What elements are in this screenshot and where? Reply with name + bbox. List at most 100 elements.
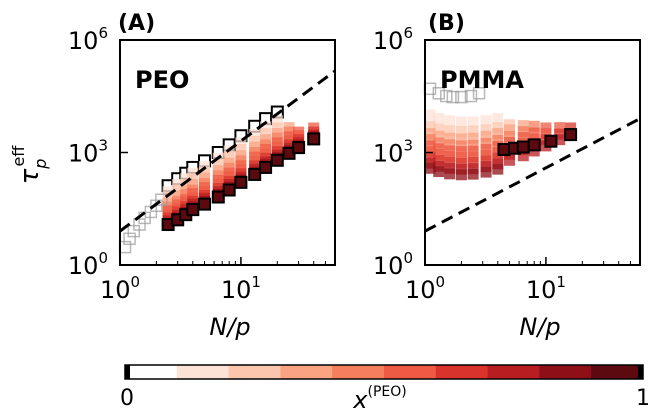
panel-b-marker xyxy=(540,122,552,134)
panel-a-reference-line xyxy=(119,69,336,233)
panel-b-marker xyxy=(455,116,467,128)
colorbar-label: x(PEO) xyxy=(352,384,406,414)
panel-b-marker xyxy=(492,128,504,140)
panel-a-marker xyxy=(180,173,192,185)
panel-b-marker xyxy=(433,149,445,161)
panel-a-marker xyxy=(186,203,200,217)
panel-b-marker xyxy=(492,134,504,146)
panel-a-marker xyxy=(199,166,211,178)
panel-a-marker xyxy=(234,175,248,189)
panel-b-marker xyxy=(444,145,456,157)
colorbar-tick-min: 0 xyxy=(120,386,134,411)
panel-b: 100 101 100 103 106 (B) PMMA N/p xyxy=(373,11,641,341)
panel-b-marker xyxy=(424,120,436,132)
panel-a-marker xyxy=(123,232,136,246)
panel-b-marker xyxy=(446,90,460,104)
panel-a-label: (A) xyxy=(118,11,155,36)
panel-a-ytick-label: 100 xyxy=(68,249,108,280)
panel-b-marker xyxy=(504,130,516,142)
panel-b-marker xyxy=(492,122,504,134)
colorbar-segment xyxy=(435,365,489,379)
panel-b-marker xyxy=(544,134,558,148)
panel-b-marker xyxy=(504,124,516,136)
panel-b-marker xyxy=(424,134,436,146)
panel-b-marker xyxy=(433,143,445,155)
panel-b-marker xyxy=(424,109,436,121)
panel-b-marker xyxy=(528,127,540,139)
panel-b-xlabel: N/p xyxy=(519,313,560,341)
colorbar-segments xyxy=(125,365,644,379)
panel-a-marker xyxy=(235,137,247,149)
panel-b-marker xyxy=(432,87,446,100)
panel-b-marker xyxy=(424,162,436,174)
panel-b-marker xyxy=(455,133,467,145)
panel-b-reference-line xyxy=(424,117,641,233)
panel-b-marker xyxy=(440,89,453,103)
panel-b-marker xyxy=(492,152,504,164)
panel-b-marker xyxy=(464,89,478,103)
panel-b-marker xyxy=(467,168,479,180)
panel-b-marker xyxy=(480,155,492,167)
panel-a-marker xyxy=(307,132,321,146)
colorbar-end-cap xyxy=(125,365,130,379)
panel-b-marker xyxy=(455,169,467,181)
panel-b-marker xyxy=(527,138,541,152)
panel-b-ytick-label: 106 xyxy=(373,24,413,55)
panel-a-marker xyxy=(270,153,284,167)
panel-b-marker xyxy=(467,125,479,137)
colorbar-segment xyxy=(487,365,540,379)
panel-b-marker xyxy=(455,146,467,158)
panel-b-marker xyxy=(455,163,467,175)
panel-a-marker xyxy=(155,193,168,206)
panel-b-marker xyxy=(444,115,456,127)
panel-a-marker xyxy=(211,190,225,204)
colorbar-segment xyxy=(228,365,281,379)
colorbar-segment xyxy=(332,365,385,379)
panel-b-marker xyxy=(480,149,492,161)
panel-b-marker xyxy=(480,137,492,149)
panel-b-marker xyxy=(455,90,468,104)
panel-b-marks xyxy=(423,82,641,233)
panel-b-marker xyxy=(467,132,479,144)
panel-a-marker xyxy=(187,173,199,185)
panel-a: 100 101 100 103 106 (A) PEO N/p τpeff xyxy=(9,11,336,341)
panel-b-marker xyxy=(492,163,504,175)
panel-b-marker xyxy=(455,126,467,138)
panel-b-title: PMMA xyxy=(440,66,524,94)
panel-a-marker xyxy=(118,240,132,254)
panel-b-marker xyxy=(472,87,486,100)
panel-b-marker xyxy=(492,113,504,125)
panel-a-marker xyxy=(212,158,224,170)
panel-b-marker xyxy=(424,128,436,140)
panel-b-marker xyxy=(565,122,577,134)
panel-b-marker xyxy=(424,151,436,163)
panel-b-marker xyxy=(517,150,529,162)
panel-b-marker xyxy=(480,144,492,156)
colorbar-segment xyxy=(591,365,644,379)
panel-b-marker xyxy=(444,156,456,168)
panel-a-marker xyxy=(249,129,261,141)
colorbar-segment xyxy=(176,365,230,379)
panel-b-marker xyxy=(444,168,456,180)
panel-a-ytick-label: 103 xyxy=(68,137,108,168)
panel-b-marker xyxy=(433,130,445,142)
panel-b-marker xyxy=(540,128,552,140)
panel-b-marker xyxy=(444,125,456,137)
panel-a-ticks: 100 101 100 103 106 xyxy=(68,24,336,304)
panel-b-marker xyxy=(480,124,492,136)
panel-b-marker xyxy=(517,132,529,144)
colorbar-segment xyxy=(384,365,437,379)
colorbar-segment xyxy=(280,365,333,379)
panel-a-marker xyxy=(248,167,262,181)
panel-b-marker xyxy=(517,126,529,138)
panel-a-ylabel: τpeff xyxy=(9,145,50,185)
panel-b-marker xyxy=(497,143,511,157)
panel-a-marker xyxy=(235,144,247,156)
panel-b-marker xyxy=(433,113,445,125)
panel-a-marker xyxy=(259,160,273,174)
panel-b-marker xyxy=(444,151,456,163)
panel-b-ticks: 100 101 100 103 106 xyxy=(373,24,641,304)
panel-b-marker xyxy=(444,162,456,174)
colorbar-segment xyxy=(539,365,592,379)
